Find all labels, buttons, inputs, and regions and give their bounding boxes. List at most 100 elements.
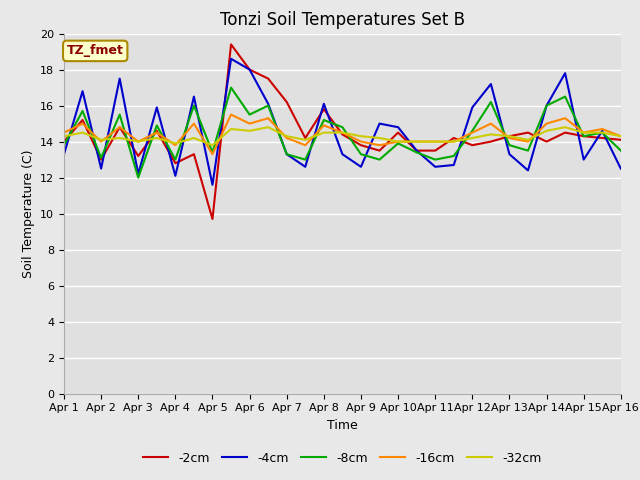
- -32cm: [598, 130, 606, 135]
- -8cm: [580, 133, 588, 139]
- -32cm: [227, 126, 235, 132]
- -16cm: [580, 130, 588, 135]
- -4cm: [543, 103, 550, 108]
- -32cm: [116, 135, 124, 141]
- Line: -32cm: -32cm: [64, 127, 621, 145]
- -4cm: [79, 88, 86, 94]
- Line: -4cm: -4cm: [64, 59, 621, 185]
- -8cm: [60, 142, 68, 148]
- -16cm: [60, 130, 68, 135]
- -16cm: [506, 135, 513, 141]
- -2cm: [301, 135, 309, 141]
- -8cm: [79, 108, 86, 114]
- -16cm: [357, 139, 365, 144]
- Line: -8cm: -8cm: [64, 87, 621, 178]
- -32cm: [97, 137, 105, 143]
- -4cm: [227, 56, 235, 61]
- -16cm: [227, 112, 235, 118]
- -4cm: [598, 128, 606, 133]
- -8cm: [246, 112, 253, 118]
- -4cm: [357, 164, 365, 170]
- -32cm: [283, 133, 291, 139]
- -32cm: [79, 130, 86, 135]
- -8cm: [617, 148, 625, 154]
- -2cm: [153, 128, 161, 133]
- -2cm: [227, 41, 235, 47]
- -32cm: [450, 139, 458, 144]
- -4cm: [394, 124, 402, 130]
- -4cm: [561, 70, 569, 76]
- -16cm: [116, 124, 124, 130]
- -16cm: [617, 133, 625, 139]
- -8cm: [357, 151, 365, 157]
- -16cm: [190, 120, 198, 126]
- -16cm: [153, 130, 161, 135]
- -32cm: [580, 130, 588, 135]
- -2cm: [339, 132, 346, 137]
- -32cm: [394, 139, 402, 144]
- -2cm: [487, 139, 495, 144]
- Y-axis label: Soil Temperature (C): Soil Temperature (C): [22, 149, 35, 278]
- -2cm: [506, 133, 513, 139]
- -4cm: [320, 101, 328, 107]
- -16cm: [320, 122, 328, 128]
- -8cm: [134, 175, 142, 180]
- -2cm: [543, 139, 550, 144]
- -4cm: [580, 156, 588, 162]
- -2cm: [60, 139, 68, 144]
- -16cm: [450, 139, 458, 144]
- -2cm: [413, 148, 420, 154]
- -2cm: [357, 142, 365, 148]
- -8cm: [209, 150, 216, 156]
- -32cm: [320, 130, 328, 135]
- -16cm: [561, 115, 569, 121]
- -2cm: [209, 216, 216, 222]
- -2cm: [97, 156, 105, 162]
- -2cm: [561, 130, 569, 135]
- -4cm: [450, 162, 458, 168]
- -16cm: [134, 139, 142, 144]
- -2cm: [134, 153, 142, 159]
- -4cm: [172, 173, 179, 179]
- -2cm: [283, 99, 291, 105]
- -8cm: [468, 128, 476, 133]
- -16cm: [487, 120, 495, 126]
- -8cm: [450, 153, 458, 159]
- -32cm: [543, 128, 550, 133]
- -2cm: [598, 135, 606, 141]
- -8cm: [394, 141, 402, 146]
- -2cm: [79, 117, 86, 123]
- -2cm: [264, 76, 272, 82]
- -16cm: [97, 139, 105, 144]
- Title: Tonzi Soil Temperatures Set B: Tonzi Soil Temperatures Set B: [220, 11, 465, 29]
- -8cm: [543, 103, 550, 108]
- -4cm: [209, 182, 216, 188]
- -4cm: [487, 81, 495, 87]
- -8cm: [376, 156, 383, 162]
- -16cm: [301, 142, 309, 148]
- -4cm: [301, 164, 309, 170]
- -8cm: [431, 156, 439, 162]
- -2cm: [394, 130, 402, 135]
- -32cm: [617, 133, 625, 139]
- -8cm: [116, 112, 124, 118]
- -4cm: [60, 151, 68, 157]
- -16cm: [339, 130, 346, 135]
- -4cm: [264, 101, 272, 107]
- -8cm: [172, 156, 179, 162]
- -4cm: [506, 151, 513, 157]
- Line: -16cm: -16cm: [64, 115, 621, 154]
- -32cm: [301, 137, 309, 143]
- Text: TZ_fmet: TZ_fmet: [67, 44, 124, 58]
- -4cm: [246, 67, 253, 72]
- -8cm: [283, 151, 291, 157]
- X-axis label: Time: Time: [327, 419, 358, 432]
- -4cm: [468, 105, 476, 110]
- -32cm: [134, 139, 142, 144]
- Legend: -2cm, -4cm, -8cm, -16cm, -32cm: -2cm, -4cm, -8cm, -16cm, -32cm: [138, 447, 547, 469]
- -16cm: [172, 142, 179, 148]
- -32cm: [153, 135, 161, 141]
- -16cm: [209, 151, 216, 157]
- -2cm: [617, 137, 625, 143]
- -8cm: [561, 94, 569, 99]
